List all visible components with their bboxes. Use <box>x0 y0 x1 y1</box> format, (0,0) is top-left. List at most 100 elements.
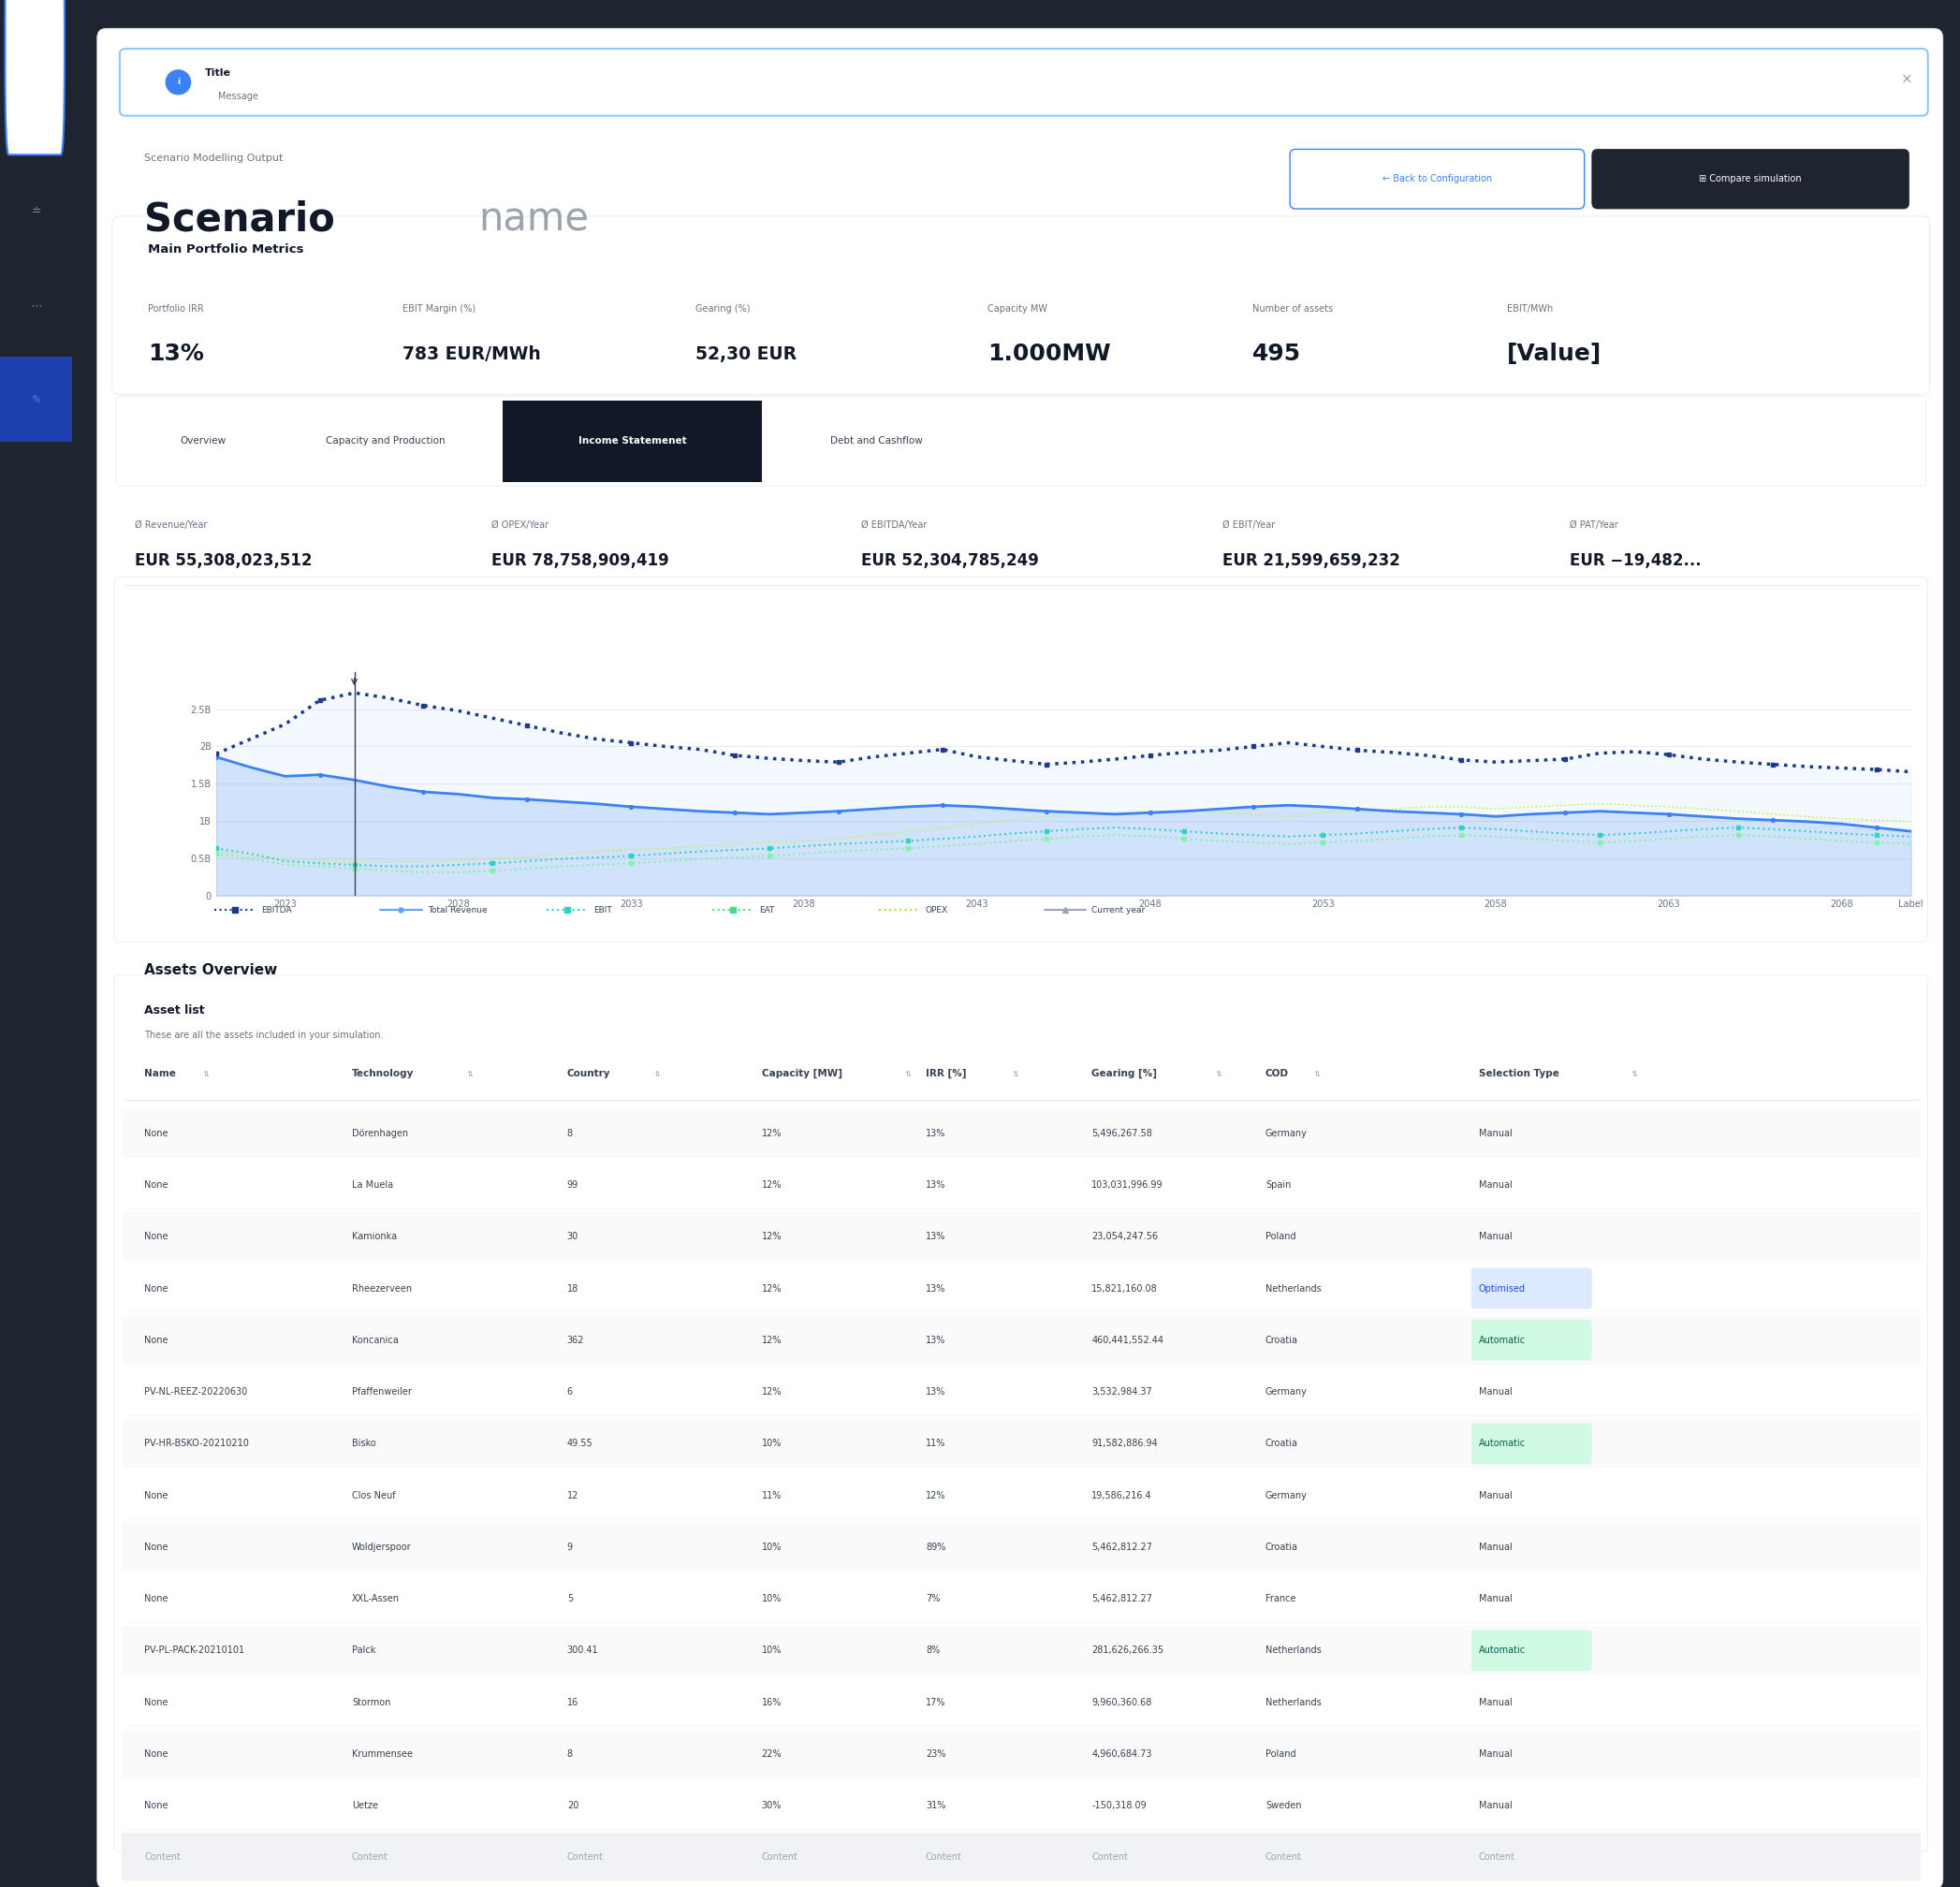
Text: EBIT Margin (%): EBIT Margin (%) <box>404 304 476 313</box>
Text: None: None <box>145 1595 169 1604</box>
Text: None: None <box>145 1542 169 1551</box>
Text: 783 EUR/MWh: 783 EUR/MWh <box>404 345 541 362</box>
Bar <box>0 357 73 442</box>
FancyBboxPatch shape <box>114 976 1929 1851</box>
Text: Palck: Palck <box>353 1645 376 1655</box>
Text: EBIT/MWh: EBIT/MWh <box>1507 304 1552 313</box>
Text: EBITDA: EBITDA <box>261 906 292 915</box>
Text: EUR 52,304,785,249: EUR 52,304,785,249 <box>862 553 1039 568</box>
Text: 99: 99 <box>566 1181 578 1189</box>
Text: Number of assets: Number of assets <box>1252 304 1333 313</box>
Text: 6: 6 <box>566 1387 572 1396</box>
Text: ⇅: ⇅ <box>1011 1070 1019 1077</box>
Text: Current year: Current year <box>1092 906 1145 915</box>
Text: 13%: 13% <box>925 1387 945 1396</box>
Text: 10%: 10% <box>760 1440 782 1449</box>
Text: Ø EBIT/Year: Ø EBIT/Year <box>1221 521 1274 530</box>
Text: Kamionka: Kamionka <box>353 1232 398 1242</box>
Text: Germany: Germany <box>1266 1387 1307 1396</box>
Text: Name: Name <box>145 1070 176 1079</box>
Text: 7%: 7% <box>925 1595 941 1604</box>
Text: PV-NL-REEZ-20220630: PV-NL-REEZ-20220630 <box>145 1387 247 1396</box>
Text: Poland: Poland <box>1266 1749 1296 1759</box>
Text: 91,582,886.94: 91,582,886.94 <box>1092 1440 1158 1449</box>
Text: Capacity and Production: Capacity and Production <box>325 436 445 445</box>
Text: EUR 78,758,909,419: EUR 78,758,909,419 <box>492 553 668 568</box>
Text: 362: 362 <box>566 1336 584 1345</box>
Text: 10%: 10% <box>760 1595 782 1604</box>
Text: 9: 9 <box>566 1542 572 1551</box>
Text: Krummensee: Krummensee <box>353 1749 414 1759</box>
Text: 5,462,812.27: 5,462,812.27 <box>1092 1542 1152 1551</box>
Text: Automatic: Automatic <box>1478 1645 1525 1655</box>
Text: COD: COD <box>1266 1070 1290 1079</box>
Text: Debt and Cashflow: Debt and Cashflow <box>831 436 923 445</box>
Bar <box>122 1368 1921 1415</box>
Text: 12%: 12% <box>760 1336 782 1345</box>
Text: 12%: 12% <box>760 1128 782 1138</box>
Bar <box>122 1627 1921 1674</box>
Text: Capacity MW: Capacity MW <box>988 304 1049 313</box>
Text: 5,496,267.58: 5,496,267.58 <box>1092 1128 1152 1138</box>
Text: name: name <box>478 200 588 240</box>
Text: 12: 12 <box>566 1491 578 1500</box>
Text: Automatic: Automatic <box>1478 1336 1525 1345</box>
Text: ⇅: ⇅ <box>1629 1070 1639 1077</box>
Text: Technology: Technology <box>353 1070 414 1079</box>
Text: ⇅: ⇅ <box>904 1070 911 1077</box>
Text: ⇅: ⇅ <box>200 1070 210 1077</box>
Text: 3,532,984.37: 3,532,984.37 <box>1092 1387 1152 1396</box>
Text: EAT: EAT <box>760 906 774 915</box>
Text: Scenario Modelling Output: Scenario Modelling Output <box>145 155 282 162</box>
FancyBboxPatch shape <box>1472 1423 1592 1464</box>
Text: 16: 16 <box>566 1698 578 1708</box>
Text: Manual: Manual <box>1478 1749 1513 1759</box>
Text: Manual: Manual <box>1478 1800 1513 1810</box>
FancyBboxPatch shape <box>1472 1630 1592 1672</box>
Text: 10%: 10% <box>760 1645 782 1655</box>
Text: ⇅: ⇅ <box>1313 1070 1321 1077</box>
Bar <box>122 1213 1921 1261</box>
Text: Stormon: Stormon <box>353 1698 390 1708</box>
Text: 460,441,552.44: 460,441,552.44 <box>1092 1336 1164 1345</box>
Text: 23%: 23% <box>925 1749 947 1759</box>
Text: 17%: 17% <box>925 1698 947 1708</box>
Text: ← Back to Configuration: ← Back to Configuration <box>1382 174 1492 183</box>
Text: Ø PAT/Year: Ø PAT/Year <box>1570 521 1617 530</box>
FancyBboxPatch shape <box>98 28 1942 1887</box>
Text: Content: Content <box>1478 1853 1515 1862</box>
Text: Poland: Poland <box>1266 1232 1296 1242</box>
Text: Content: Content <box>1092 1853 1129 1862</box>
Bar <box>122 1832 1921 1881</box>
Text: Clos Neuf: Clos Neuf <box>353 1491 396 1500</box>
Text: 12%: 12% <box>925 1491 947 1500</box>
Text: Netherlands: Netherlands <box>1266 1698 1321 1708</box>
Bar <box>122 1110 1921 1157</box>
Text: Germany: Germany <box>1266 1491 1307 1500</box>
Text: 10%: 10% <box>760 1542 782 1551</box>
Text: Portfolio IRR: Portfolio IRR <box>149 304 204 313</box>
Text: Content: Content <box>353 1853 388 1862</box>
Text: 300.41: 300.41 <box>566 1645 598 1655</box>
Text: Gearing [%]: Gearing [%] <box>1092 1070 1156 1079</box>
Text: -150,318.09: -150,318.09 <box>1092 1800 1147 1810</box>
FancyBboxPatch shape <box>114 577 1929 942</box>
Text: 12%: 12% <box>760 1232 782 1242</box>
Text: EUR 55,308,023,512: EUR 55,308,023,512 <box>135 553 312 568</box>
Text: 1.000MW: 1.000MW <box>988 343 1111 364</box>
Bar <box>122 1419 1921 1466</box>
Text: Content: Content <box>566 1853 604 1862</box>
Text: Asset list: Asset list <box>145 1004 204 1017</box>
Text: 13%: 13% <box>925 1128 945 1138</box>
Text: PV-PL-PACK-20210101: PV-PL-PACK-20210101 <box>145 1645 245 1655</box>
Text: Country: Country <box>566 1070 612 1079</box>
Text: Koncanica: Koncanica <box>353 1336 398 1345</box>
Text: Germany: Germany <box>1266 1128 1307 1138</box>
Text: Capacity [MW]: Capacity [MW] <box>760 1070 843 1079</box>
Text: 13%: 13% <box>149 343 204 364</box>
Text: Manual: Manual <box>1478 1491 1513 1500</box>
Text: 31%: 31% <box>925 1800 945 1810</box>
Text: XXL-Assen: XXL-Assen <box>353 1595 400 1604</box>
FancyBboxPatch shape <box>112 217 1931 394</box>
Text: [Value]: [Value] <box>1507 343 1601 364</box>
